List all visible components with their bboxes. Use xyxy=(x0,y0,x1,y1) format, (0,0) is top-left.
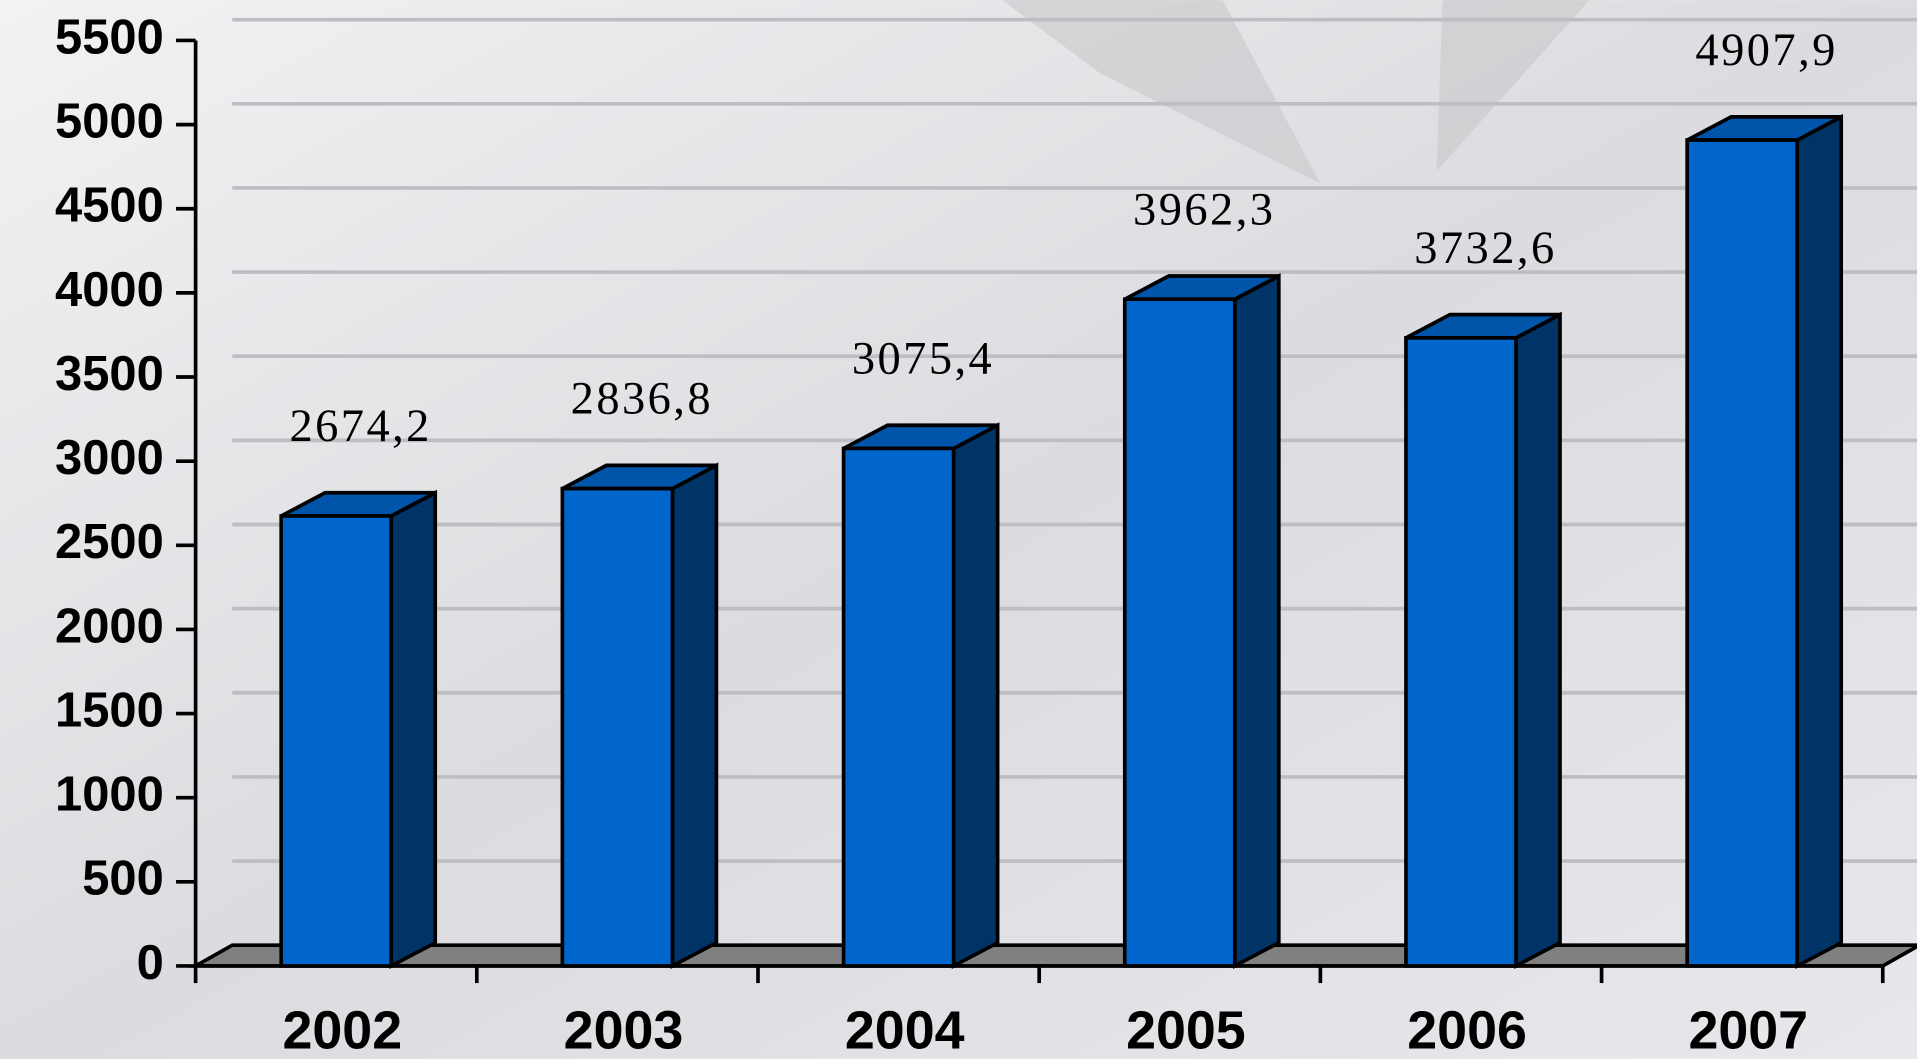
y-tick-label: 2000 xyxy=(55,599,164,653)
y-tick-label: 3500 xyxy=(55,347,164,401)
x-tick-label: 2002 xyxy=(282,1001,402,1059)
value-label: 4907,9 xyxy=(1695,25,1837,76)
x-tick-label: 2006 xyxy=(1407,1001,1527,1059)
y-tick-label: 2500 xyxy=(55,515,164,569)
bar-side xyxy=(670,462,719,970)
bar-front xyxy=(841,446,956,968)
bar xyxy=(841,422,1000,970)
y-tick-label: 1000 xyxy=(55,768,164,822)
y-tick-label: 4500 xyxy=(55,179,164,233)
background-shape xyxy=(1002,0,1321,184)
bar xyxy=(1404,311,1562,970)
bar xyxy=(1122,272,1281,970)
value-label: 3962,3 xyxy=(1133,184,1275,235)
bar xyxy=(279,489,438,970)
y-tick-label: 5000 xyxy=(55,95,164,149)
bar-side xyxy=(389,489,438,970)
bar-side xyxy=(1232,272,1281,970)
y-tick-label: 4000 xyxy=(55,263,164,317)
x-tick-label: 2007 xyxy=(1688,1001,1808,1059)
floor xyxy=(188,943,1917,968)
bar-side xyxy=(1514,311,1562,970)
value-label: 3075,4 xyxy=(852,334,994,385)
y-tick-label: 3000 xyxy=(55,431,164,485)
bar-front xyxy=(1404,336,1518,968)
bar-front xyxy=(560,486,675,968)
bar-front xyxy=(1122,297,1237,968)
y-tick-label: 0 xyxy=(137,936,164,990)
bar xyxy=(560,462,719,970)
value-label: 2836,8 xyxy=(571,374,713,425)
y-tick-label: 500 xyxy=(82,852,164,906)
bar xyxy=(1685,113,1844,970)
bar-side xyxy=(951,422,1000,970)
bar-front xyxy=(1685,138,1800,968)
value-label: 3732,6 xyxy=(1414,223,1556,274)
y-tick-label: 5500 xyxy=(55,10,164,64)
x-tick-label: 2003 xyxy=(564,1001,684,1059)
bar-side xyxy=(1795,113,1844,970)
x-tick-label: 2005 xyxy=(1126,1001,1246,1059)
value-label: 2674,2 xyxy=(289,401,431,452)
bar-front xyxy=(279,514,394,968)
x-tick-label: 2004 xyxy=(845,1001,965,1059)
y-tick-label: 1500 xyxy=(55,683,164,737)
